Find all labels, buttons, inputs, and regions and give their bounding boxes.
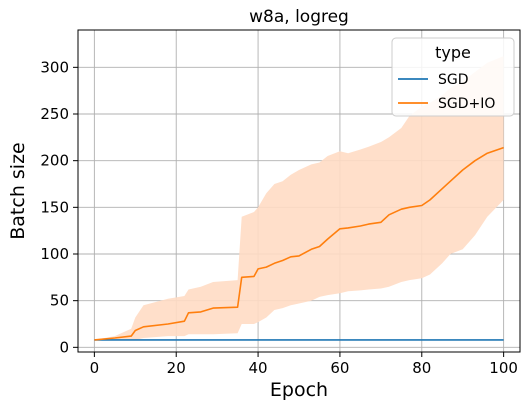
plot-frame (77, 29, 521, 353)
y-tick-label: 300 (40, 58, 69, 76)
x-axis-label: Epoch (270, 379, 328, 401)
y-tick-label: 0 (59, 338, 69, 356)
legend-items: SGD SGD+IO (398, 72, 495, 112)
x-tick-label: 100 (489, 359, 518, 377)
legend-label-sgd-io: SGD+IO (438, 96, 495, 112)
y-tick-label: 100 (40, 245, 69, 263)
y-tick-label: 150 (40, 198, 69, 216)
x-tick-label: 40 (249, 359, 268, 377)
sgd-io-line (94, 146, 504, 341)
x-tick-label: 80 (412, 359, 431, 377)
legend-title: type (435, 43, 471, 62)
y-tick-label: 200 (40, 152, 69, 170)
y-axis-label: Batch size (7, 142, 29, 240)
sgd-io-band (94, 56, 504, 340)
y-tick-label: 250 (40, 105, 69, 123)
x-tick-label: 60 (330, 359, 349, 377)
legend-box (391, 37, 515, 117)
y-tick-label: 50 (50, 292, 69, 310)
x-tick-label: 20 (167, 359, 186, 377)
axis-ticks: 0 20 40 60 80 100 0 50 100 150 200 250 300 (40, 58, 518, 377)
x-tick-label: 0 (90, 359, 100, 377)
confidence-bands (94, 56, 504, 340)
series-lines (94, 146, 504, 341)
legend: type SGD SGD+IO (391, 37, 515, 117)
chart-title: w8a, logreg (249, 7, 349, 27)
legend-label-sgd: SGD (438, 72, 469, 88)
